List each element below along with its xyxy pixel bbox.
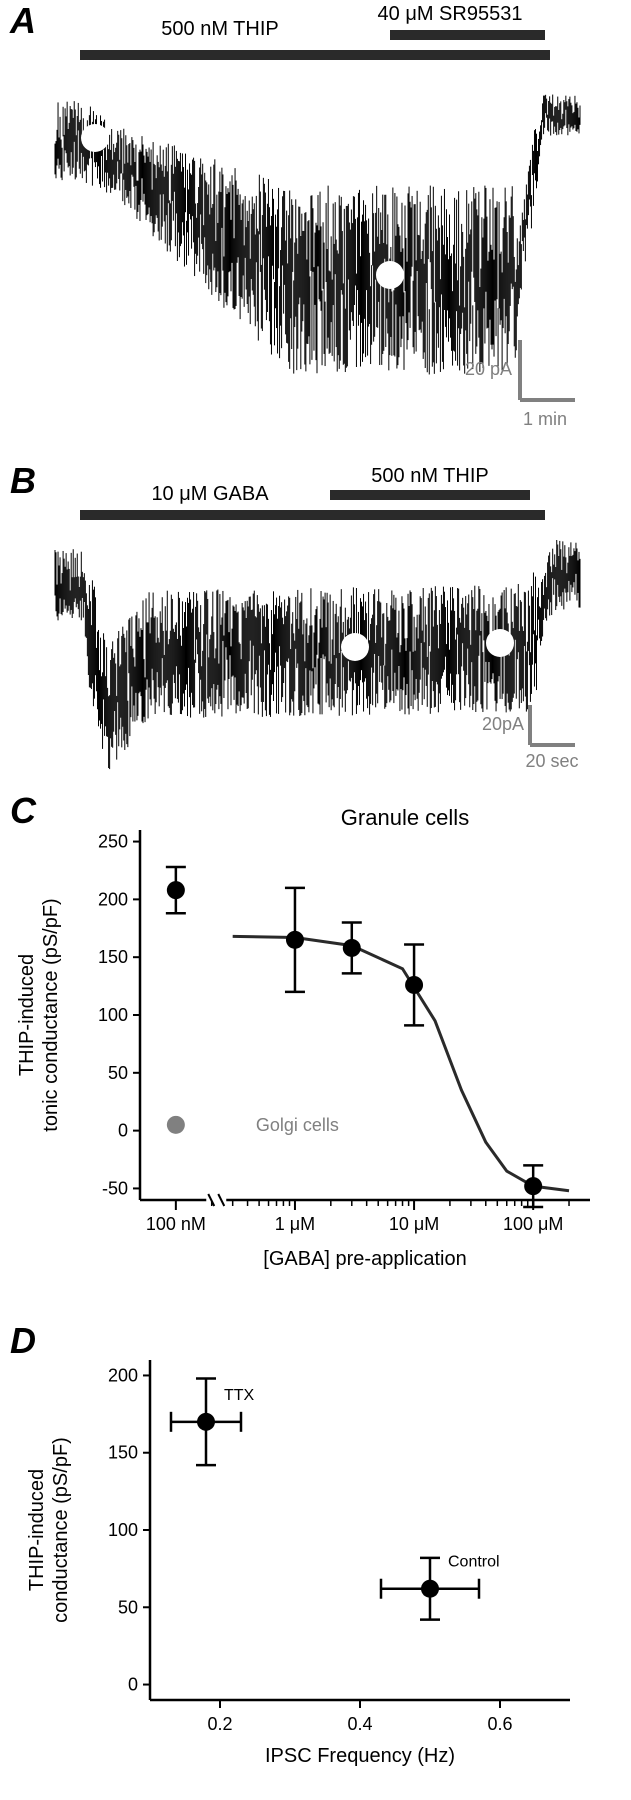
svg-text:10 μM GABA: 10 μM GABA xyxy=(151,483,269,505)
svg-text:20 sec: 20 sec xyxy=(525,751,578,771)
panel-a-label: A xyxy=(10,0,36,42)
svg-text:100: 100 xyxy=(108,1520,138,1540)
svg-text:50: 50 xyxy=(108,1063,128,1083)
svg-text:0: 0 xyxy=(118,1121,128,1141)
svg-text:100 μM: 100 μM xyxy=(503,1214,563,1234)
svg-text:200: 200 xyxy=(108,1365,138,1385)
svg-text:THIP-inducedconductance (pS/pF: THIP-inducedconductance (pS/pF) xyxy=(26,1437,72,1623)
panel-d: D 0 50 100 150 200 0.2 0.4 0.6 TTX Control IPSC Fr… xyxy=(0,1320,631,1800)
svg-text:Control: Control xyxy=(448,1554,500,1571)
svg-text:THIP-inducedtonic conductance: THIP-inducedtonic conductance (pS/pF) xyxy=(16,898,62,1131)
figure-container: A 500 nM THIP 40 μM SR95531 20 pA 1 min B 1… xyxy=(0,0,631,1800)
panel-c-svg: -50 0 50 100 150 200 250 100 nM 1 μM 10 μM 100 μM G… xyxy=(0,780,631,1320)
svg-text:Golgi cells: Golgi cells xyxy=(256,1115,339,1135)
svg-text:IPSC Frequency (Hz): IPSC Frequency (Hz) xyxy=(265,1745,455,1767)
svg-text:150: 150 xyxy=(108,1443,138,1463)
svg-text:[GABA] pre-application: [GABA] pre-application xyxy=(263,1248,466,1270)
svg-text:20 pA: 20 pA xyxy=(465,359,512,379)
svg-text:0.4: 0.4 xyxy=(347,1714,372,1734)
svg-text:100: 100 xyxy=(98,1005,128,1025)
svg-text:0.2: 0.2 xyxy=(207,1714,232,1734)
svg-text:1 μM: 1 μM xyxy=(275,1214,315,1234)
svg-text:500 nM THIP: 500 nM THIP xyxy=(161,18,278,40)
panel-b-label: B xyxy=(10,460,36,502)
panel-c: C -50 0 50 100 150 200 250 100 nM 1 μM 10 μM 100 μ… xyxy=(0,780,631,1320)
panel-b-svg: 10 μM GABA 500 nM THIP 20pA20 sec xyxy=(0,460,631,780)
svg-text:500 nM THIP: 500 nM THIP xyxy=(371,465,488,487)
svg-text:0.6: 0.6 xyxy=(487,1714,512,1734)
svg-text:20pA: 20pA xyxy=(482,714,524,734)
panel-a-svg: 500 nM THIP 40 μM SR95531 20 pA 1 min xyxy=(0,0,631,460)
panel-a: A 500 nM THIP 40 μM SR95531 20 pA 1 min xyxy=(0,0,631,460)
panel-b: B 10 μM GABA 500 nM THIP 20pA20 sec xyxy=(0,460,631,780)
svg-text:-50: -50 xyxy=(102,1178,128,1198)
svg-text:TTX: TTX xyxy=(224,1387,255,1404)
panel-d-label: D xyxy=(10,1320,36,1362)
svg-text:40 μM SR95531: 40 μM SR95531 xyxy=(378,3,523,25)
svg-text:150: 150 xyxy=(98,947,128,967)
panel-c-label: C xyxy=(10,790,36,832)
svg-text:100 nM: 100 nM xyxy=(146,1214,206,1234)
svg-text:50: 50 xyxy=(118,1597,138,1617)
svg-text:Granule cells: Granule cells xyxy=(341,805,469,830)
panel-d-svg: 0 50 100 150 200 0.2 0.4 0.6 TTX Control IPSC Freq… xyxy=(0,1320,631,1800)
svg-text:1 min: 1 min xyxy=(523,409,567,429)
svg-text:0: 0 xyxy=(128,1675,138,1695)
svg-text:200: 200 xyxy=(98,889,128,909)
svg-text:250: 250 xyxy=(98,832,128,852)
svg-text:10 μM: 10 μM xyxy=(389,1214,439,1234)
